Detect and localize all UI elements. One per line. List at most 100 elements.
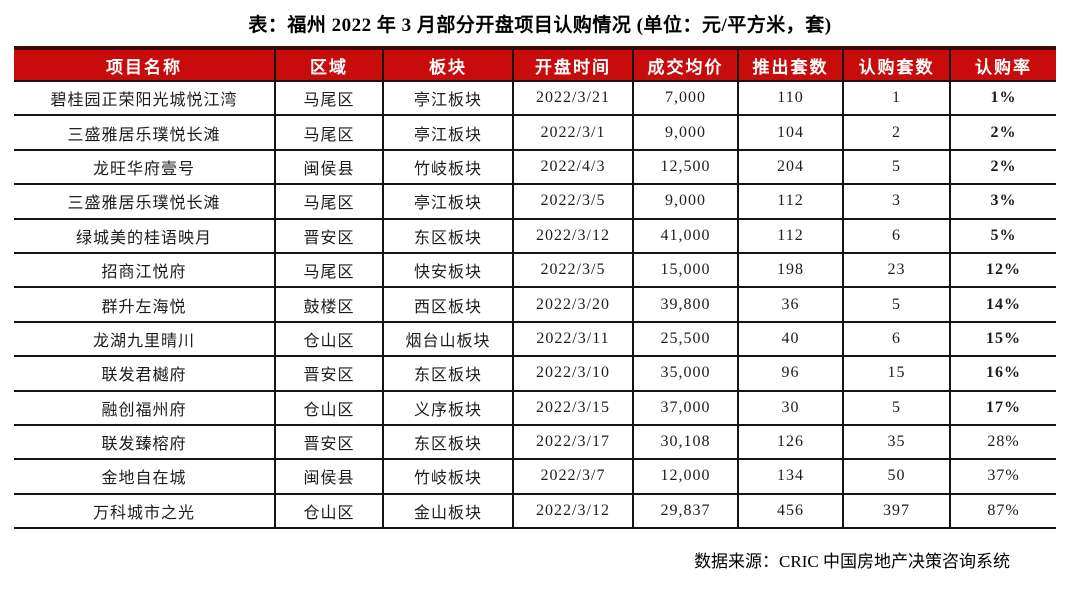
data-source-note: 数据来源：CRIC 中国房地产决策咨询系统 — [694, 552, 1010, 572]
cell-district: 马尾区 — [274, 251, 384, 289]
cell-opening-date: 2022/3/12 — [512, 492, 634, 530]
table-row: 联发臻榕府 晋安区 东区板块 2022/3/17 30,108 126 35 28% — [14, 423, 1056, 461]
column-header-district: 区域 — [274, 46, 384, 82]
cell-sector: 亭江板块 — [382, 114, 514, 151]
cell-district: 晋安区 — [274, 423, 384, 461]
cell-units-subscribed: 50 — [842, 458, 951, 495]
column-header-avg-price: 成交均价 — [632, 46, 739, 82]
cell-subscription-rate: 14% — [949, 286, 1056, 323]
cell-subscription-rate: 2% — [949, 148, 1056, 186]
table-title: 表：福州 2022 年 3 月部分开盘项目认购情况 (单位：元/平方米，套) — [248, 15, 832, 36]
cell-units-launched: 198 — [737, 251, 844, 289]
cell-sector: 亭江板块 — [382, 79, 514, 117]
cell-opening-date: 2022/3/20 — [512, 286, 634, 323]
cell-project-name: 三盛雅居乐璞悦长滩 — [14, 114, 276, 151]
cell-sector: 东区板块 — [382, 217, 514, 254]
cell-subscription-rate: 17% — [949, 389, 1056, 426]
table-row: 融创福州府 仓山区 义序板块 2022/3/15 37,000 30 5 17% — [14, 389, 1056, 426]
table-row: 绿城美的桂语映月 晋安区 东区板块 2022/3/12 41,000 112 6 5% — [14, 217, 1056, 254]
cell-units-subscribed: 15 — [842, 355, 951, 392]
cell-units-launched: 40 — [737, 320, 844, 358]
column-header-project-name: 项目名称 — [14, 46, 276, 82]
column-header-subscription-rate: 认购率 — [949, 46, 1056, 82]
cell-project-name: 融创福州府 — [14, 389, 276, 426]
cell-avg-price: 41,000 — [632, 217, 739, 254]
cell-subscription-rate: 5% — [949, 217, 1056, 254]
page: 表：福州 2022 年 3 月部分开盘项目认购情况 (单位：元/平方米，套) 项… — [0, 10, 1080, 590]
cell-opening-date: 2022/3/21 — [512, 79, 634, 117]
cell-opening-date: 2022/3/10 — [512, 355, 634, 392]
table-row: 招商江悦府 马尾区 快安板块 2022/3/5 15,000 198 23 12% — [14, 251, 1056, 289]
cell-units-subscribed: 5 — [842, 389, 951, 426]
cell-project-name: 联发臻榕府 — [14, 423, 276, 461]
cell-project-name: 群升左海悦 — [14, 286, 276, 323]
cell-units-launched: 456 — [737, 492, 844, 530]
cell-units-launched: 104 — [737, 114, 844, 151]
cell-avg-price: 30,108 — [632, 423, 739, 461]
cell-units-launched: 112 — [737, 217, 844, 254]
cell-sector: 烟台山板块 — [382, 320, 514, 358]
cell-district: 鼓楼区 — [274, 286, 384, 323]
cell-units-launched: 134 — [737, 458, 844, 495]
cell-district: 仓山区 — [274, 389, 384, 426]
cell-subscription-rate: 12% — [949, 251, 1056, 289]
cell-subscription-rate: 28% — [949, 423, 1056, 461]
cell-project-name: 绿城美的桂语映月 — [14, 217, 276, 254]
cell-project-name: 招商江悦府 — [14, 251, 276, 289]
cell-units-subscribed: 397 — [842, 492, 951, 530]
cell-units-subscribed: 5 — [842, 286, 951, 323]
cell-project-name: 万科城市之光 — [14, 492, 276, 530]
cell-avg-price: 7,000 — [632, 79, 739, 117]
cell-units-launched: 36 — [737, 286, 844, 323]
cell-units-launched: 110 — [737, 79, 844, 117]
cell-district: 马尾区 — [274, 79, 384, 117]
cell-avg-price: 37,000 — [632, 389, 739, 426]
cell-units-subscribed: 5 — [842, 148, 951, 186]
cell-district: 晋安区 — [274, 217, 384, 254]
cell-units-launched: 30 — [737, 389, 844, 426]
cell-project-name: 三盛雅居乐璞悦长滩 — [14, 183, 276, 220]
table-row: 群升左海悦 鼓楼区 西区板块 2022/3/20 39,800 36 5 14% — [14, 286, 1056, 323]
cell-subscription-rate: 37% — [949, 458, 1056, 495]
cell-sector: 义序板块 — [382, 389, 514, 426]
cell-sector: 竹岐板块 — [382, 458, 514, 495]
table-body: 碧桂园正荣阳光城悦江湾 马尾区 亭江板块 2022/3/21 7,000 110 1 1% 三盛… — [14, 79, 1056, 530]
cell-sector: 西区板块 — [382, 286, 514, 323]
cell-district: 马尾区 — [274, 183, 384, 220]
cell-avg-price: 39,800 — [632, 286, 739, 323]
cell-project-name: 联发君樾府 — [14, 355, 276, 392]
header-row: 项目名称 区域 板块 开盘时间 成交均价 推出套数 认购套数 认购率 — [14, 46, 1056, 82]
cell-project-name: 龙旺华府壹号 — [14, 148, 276, 186]
column-header-opening-date: 开盘时间 — [512, 46, 634, 82]
cell-opening-date: 2022/3/11 — [512, 320, 634, 358]
cell-subscription-rate: 1% — [949, 79, 1056, 117]
column-header-units-launched: 推出套数 — [737, 46, 844, 82]
cell-sector: 竹岐板块 — [382, 148, 514, 186]
cell-avg-price: 12,000 — [632, 458, 739, 495]
cell-opening-date: 2022/3/5 — [512, 183, 634, 220]
cell-opening-date: 2022/3/17 — [512, 423, 634, 461]
table-row: 三盛雅居乐璞悦长滩 马尾区 亭江板块 2022/3/5 9,000 112 3 3% — [14, 183, 1056, 220]
cell-subscription-rate: 16% — [949, 355, 1056, 392]
table-row: 碧桂园正荣阳光城悦江湾 马尾区 亭江板块 2022/3/21 7,000 110 1 1% — [14, 79, 1056, 117]
cell-units-subscribed: 2 — [842, 114, 951, 151]
cell-opening-date: 2022/4/3 — [512, 148, 634, 186]
subscription-table: 项目名称 区域 板块 开盘时间 成交均价 推出套数 认购套数 认购率 碧桂园正荣阳光城悦江湾马… — [14, 46, 1056, 530]
cell-sector: 金山板块 — [382, 492, 514, 530]
cell-opening-date: 2022/3/15 — [512, 389, 634, 426]
table-row: 三盛雅居乐璞悦长滩 马尾区 亭江板块 2022/3/1 9,000 104 2 2% — [14, 114, 1056, 151]
cell-units-subscribed: 6 — [842, 320, 951, 358]
cell-avg-price: 9,000 — [632, 114, 739, 151]
cell-project-name: 龙湖九里晴川 — [14, 320, 276, 358]
cell-district: 闽侯县 — [274, 148, 384, 186]
cell-units-subscribed: 3 — [842, 183, 951, 220]
cell-avg-price: 15,000 — [632, 251, 739, 289]
cell-subscription-rate: 2% — [949, 114, 1056, 151]
column-header-units-subscribed: 认购套数 — [842, 46, 951, 82]
cell-units-subscribed: 6 — [842, 217, 951, 254]
cell-units-subscribed: 1 — [842, 79, 951, 117]
cell-units-launched: 126 — [737, 423, 844, 461]
cell-opening-date: 2022/3/7 — [512, 458, 634, 495]
cell-opening-date: 2022/3/1 — [512, 114, 634, 151]
table-row: 万科城市之光 仓山区 金山板块 2022/3/12 29,837 456 397 87% — [14, 492, 1056, 530]
